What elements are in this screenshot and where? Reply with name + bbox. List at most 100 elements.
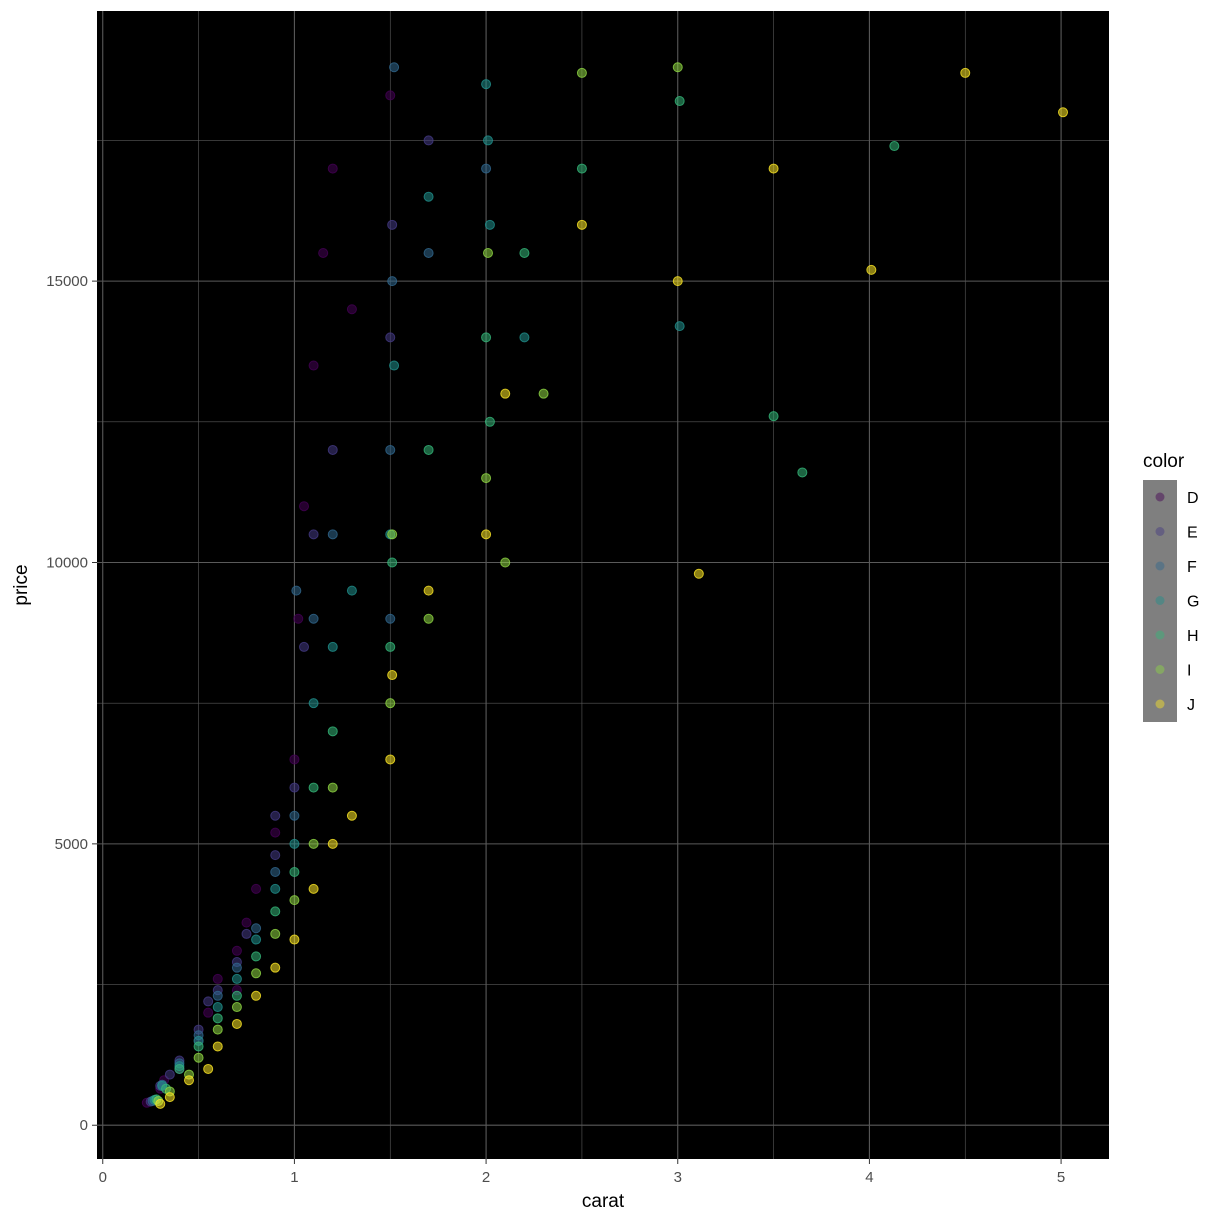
data-point bbox=[576, 219, 587, 230]
legend-item-J: J bbox=[1155, 697, 1195, 714]
data-point bbox=[231, 990, 242, 1001]
legend-item-E: E bbox=[1155, 525, 1198, 542]
legend-label: D bbox=[1187, 490, 1199, 507]
data-point bbox=[251, 934, 262, 945]
data-point bbox=[389, 360, 400, 371]
data-point bbox=[289, 782, 300, 793]
legend-key bbox=[1155, 492, 1165, 502]
data-point bbox=[231, 962, 242, 973]
data-point bbox=[327, 838, 338, 849]
data-point bbox=[289, 838, 300, 849]
data-point bbox=[270, 810, 281, 821]
y-tick-label: 10000 bbox=[46, 554, 88, 571]
data-point bbox=[289, 895, 300, 906]
data-point bbox=[423, 135, 434, 146]
data-point bbox=[270, 850, 281, 861]
data-point bbox=[484, 219, 495, 230]
data-point bbox=[164, 1069, 175, 1080]
data-point bbox=[231, 945, 242, 956]
data-point bbox=[768, 163, 779, 174]
data-point bbox=[385, 90, 396, 101]
grid-major bbox=[97, 11, 1109, 1159]
data-point bbox=[519, 247, 530, 258]
data-point bbox=[385, 641, 396, 652]
grid-minor bbox=[97, 11, 1109, 1159]
legend-item-H: H bbox=[1155, 628, 1199, 645]
data-point bbox=[203, 1063, 214, 1074]
data-point bbox=[423, 444, 434, 455]
data-point bbox=[251, 883, 262, 894]
legend-key bbox=[1155, 527, 1165, 536]
data-point bbox=[270, 867, 281, 877]
data-point bbox=[385, 754, 396, 765]
data-point bbox=[387, 529, 398, 540]
data-point bbox=[346, 810, 357, 821]
data-point bbox=[251, 968, 262, 979]
data-point bbox=[193, 1041, 204, 1052]
data-point bbox=[251, 990, 262, 1001]
data-point bbox=[212, 1024, 223, 1035]
legend-label: J bbox=[1187, 697, 1195, 714]
legend-label: H bbox=[1187, 628, 1199, 645]
data-point bbox=[231, 973, 242, 984]
data-point bbox=[387, 219, 398, 230]
data-point bbox=[387, 557, 398, 568]
legend-item-D: D bbox=[1155, 490, 1199, 507]
data-point bbox=[423, 191, 434, 202]
x-tick-label: 2 bbox=[482, 1169, 490, 1186]
data-point bbox=[797, 467, 808, 478]
data-point bbox=[500, 388, 511, 399]
data-point bbox=[289, 934, 300, 945]
data-point bbox=[184, 1075, 194, 1086]
data-point bbox=[674, 96, 685, 107]
data-point bbox=[308, 360, 319, 371]
data-point bbox=[270, 906, 281, 917]
data-point bbox=[385, 444, 396, 455]
data-point bbox=[674, 321, 685, 332]
data-point bbox=[960, 67, 971, 78]
y-tick-label: 15000 bbox=[46, 273, 88, 290]
data-point bbox=[385, 613, 396, 624]
data-point bbox=[308, 529, 319, 540]
y-axis-title: price bbox=[11, 564, 32, 605]
data-point bbox=[270, 883, 281, 894]
data-point bbox=[289, 754, 300, 765]
data-point bbox=[231, 1018, 242, 1029]
data-point bbox=[308, 883, 319, 894]
data-point bbox=[327, 163, 338, 174]
data-point bbox=[481, 473, 492, 484]
series-J bbox=[155, 67, 1068, 1109]
data-point bbox=[500, 557, 511, 568]
data-point bbox=[387, 276, 398, 287]
y-tick-label: 0 bbox=[80, 1117, 88, 1134]
data-point bbox=[291, 585, 302, 596]
data-point bbox=[672, 276, 683, 287]
legend-key bbox=[1155, 596, 1165, 605]
data-point bbox=[484, 416, 495, 427]
plot-panel bbox=[97, 11, 1109, 1159]
data-point bbox=[327, 444, 338, 455]
data-point bbox=[289, 810, 300, 821]
data-point bbox=[308, 613, 319, 624]
data-point bbox=[212, 973, 223, 984]
legend: color D EF GH IJ bbox=[1143, 451, 1199, 722]
data-point bbox=[270, 827, 281, 838]
legend-item-G: G bbox=[1155, 594, 1199, 611]
data-point bbox=[389, 62, 400, 73]
x-tick-label: 3 bbox=[674, 1169, 682, 1186]
data-point bbox=[576, 67, 587, 78]
data-point bbox=[318, 247, 329, 258]
data-point bbox=[423, 585, 434, 596]
data-point bbox=[270, 962, 281, 973]
x-axis: 0 1 2 3 4 5 bbox=[99, 1159, 1065, 1186]
legend-label: E bbox=[1187, 525, 1198, 542]
data-point bbox=[174, 1063, 185, 1074]
data-point bbox=[483, 135, 493, 146]
data-point bbox=[889, 141, 900, 152]
legend-key bbox=[1155, 561, 1165, 571]
data-point bbox=[693, 568, 704, 579]
legend-title: color bbox=[1143, 451, 1185, 472]
data-point bbox=[193, 1052, 204, 1063]
data-point bbox=[251, 951, 262, 962]
